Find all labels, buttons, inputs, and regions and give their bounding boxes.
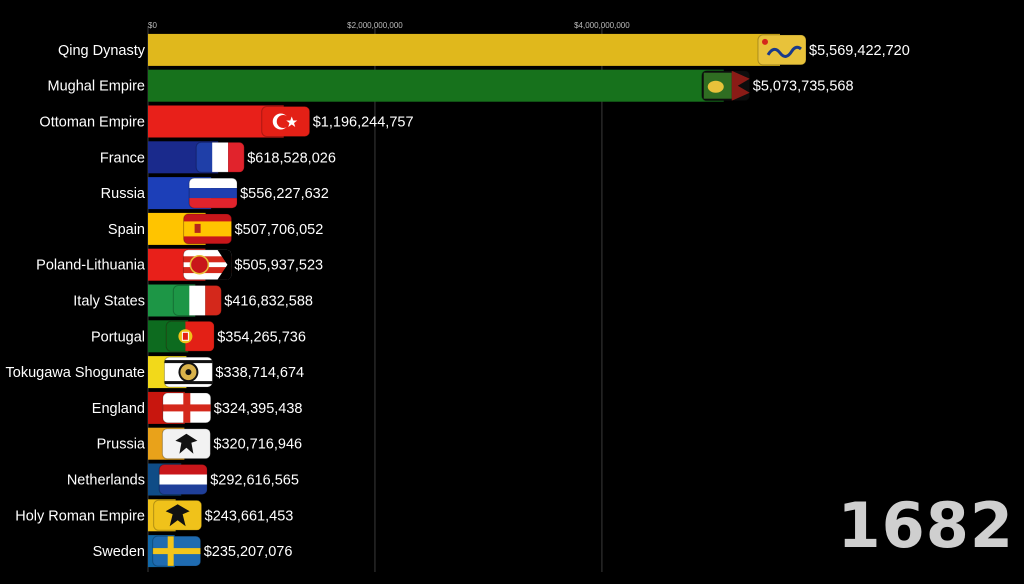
- prussia-eagle-flag-icon: [161, 428, 211, 460]
- value-label: $243,661,453: [205, 508, 294, 524]
- tokugawa-mon-flag-icon: [163, 356, 213, 388]
- category-label: Spain: [108, 222, 145, 238]
- value-label: $320,716,946: [213, 437, 302, 453]
- value-label: $354,265,736: [217, 329, 306, 345]
- category-label: Poland-Lithuania: [36, 258, 146, 274]
- value-label: $5,569,422,720: [809, 43, 910, 59]
- x-tick-label: $4,000,000,000: [574, 21, 630, 30]
- bar: [148, 33, 780, 66]
- hre-eagle-flag-icon: [153, 499, 203, 531]
- category-label: England: [92, 401, 145, 417]
- value-label: $507,706,052: [235, 222, 324, 238]
- spain-flag-icon: [183, 213, 233, 245]
- value-label: $338,714,674: [215, 365, 304, 381]
- qing-dragon-flag-icon: [757, 34, 807, 66]
- category-label: France: [100, 150, 145, 166]
- netherlands-tricolor-flag-icon: [158, 464, 208, 495]
- category-label: Italy States: [73, 294, 145, 310]
- category-label: Holy Roman Empire: [15, 508, 145, 524]
- value-label: $1,196,244,757: [313, 115, 414, 131]
- value-label: $292,616,565: [210, 473, 299, 489]
- category-label: Mughal Empire: [47, 79, 145, 95]
- france-tricolor-flag-icon: [195, 141, 245, 173]
- category-label: Portugal: [91, 329, 145, 345]
- value-label: $416,832,588: [224, 294, 313, 310]
- category-label: Prussia: [97, 437, 146, 453]
- russia-tricolor-flag-icon: [188, 177, 238, 209]
- category-label: Ottoman Empire: [39, 115, 145, 131]
- value-label: $556,227,632: [240, 186, 329, 202]
- value-label: $235,207,076: [204, 544, 293, 560]
- bar: [148, 69, 724, 102]
- mughal-lion-flag-icon: [701, 70, 751, 102]
- category-label: Tokugawa Shogunate: [6, 365, 145, 381]
- year-label: 1682: [837, 489, 1014, 562]
- x-tick-label: $0: [148, 21, 157, 30]
- value-label: $505,937,523: [234, 258, 323, 274]
- italy-tricolor-flag-icon: [172, 285, 222, 316]
- category-label: Russia: [101, 186, 146, 202]
- x-tick-label: $2,000,000,000: [347, 21, 403, 30]
- portugal-flag-icon: [165, 320, 215, 352]
- bar: [148, 105, 284, 138]
- value-label: $5,073,735,568: [753, 79, 854, 95]
- england-cross-flag-icon: [162, 392, 212, 424]
- category-label: Netherlands: [67, 473, 145, 489]
- turkey-crescent-flag-icon: [261, 106, 311, 137]
- category-label: Sweden: [93, 544, 145, 560]
- category-label: Qing Dynasty: [58, 43, 146, 59]
- poland-lithuania-flag-icon: [182, 249, 232, 281]
- value-label: $618,528,026: [247, 150, 336, 166]
- value-label: $324,395,438: [214, 401, 303, 417]
- sweden-cross-flag-icon: [152, 535, 202, 567]
